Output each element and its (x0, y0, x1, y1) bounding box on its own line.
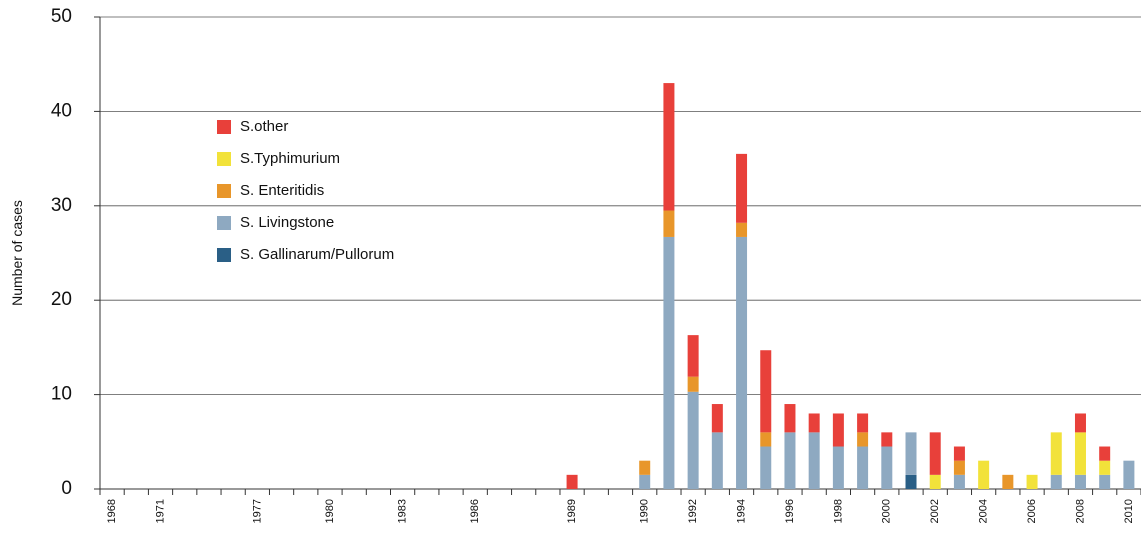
bar-segment (736, 236, 748, 489)
bar-segment (857, 413, 869, 433)
legend-label: S. Gallinarum/Pullorum (240, 246, 394, 263)
x-tick-label: 1992 (687, 499, 699, 523)
bar-segment (808, 432, 820, 489)
y-tick-label: 40 (51, 100, 72, 121)
y-tick-label: 30 (51, 195, 72, 216)
x-tick-label: 2002 (929, 499, 941, 523)
x-tick-label: 1994 (735, 499, 747, 523)
bar-segment (978, 460, 990, 489)
legend-label: S. Enteritidis (240, 182, 324, 199)
bar-segment (663, 236, 675, 489)
bar-segment (711, 432, 723, 489)
bar-segment (832, 446, 844, 489)
bar-segment (760, 446, 772, 489)
legend-swatch (217, 248, 231, 262)
bar-segment (784, 404, 796, 433)
legend-label: S.Typhimurium (240, 150, 340, 167)
x-tick-label: 1983 (397, 499, 409, 523)
y-axis-label: Number of cases (9, 200, 25, 306)
bar-segment (881, 432, 893, 447)
x-tick-label: 2000 (881, 499, 893, 523)
bar-segment (1074, 474, 1086, 489)
legend-swatch (217, 152, 231, 166)
x-tick-label: 2006 (1026, 499, 1038, 523)
bar-segment (1099, 446, 1111, 461)
y-tick-label: 0 (61, 478, 72, 499)
bar-segment (639, 474, 651, 489)
bar-segment (1074, 413, 1086, 433)
bar-segment (663, 210, 675, 237)
bar-segment (663, 83, 675, 211)
bar-segment (566, 474, 578, 489)
y-tick-label: 10 (51, 384, 72, 405)
legend-swatch (217, 184, 231, 198)
bar-segment (1099, 474, 1111, 489)
y-tick-label: 50 (51, 6, 72, 27)
bar-segment (639, 460, 651, 475)
bar-segment (905, 474, 917, 489)
y-tick-label: 20 (51, 289, 72, 310)
bar-segment (736, 222, 748, 237)
bar-segment (1074, 432, 1086, 475)
bar-segment (1050, 432, 1062, 475)
legend-label: S. Livingstone (240, 214, 334, 231)
bar-segment (905, 432, 917, 475)
x-tick-label: 1998 (832, 499, 844, 523)
x-tick-label: 1968 (106, 499, 118, 523)
x-tick-label: 1996 (784, 499, 796, 523)
bar-segment (736, 153, 748, 223)
x-tick-label: 1990 (639, 499, 651, 523)
x-tick-label: 1989 (566, 499, 578, 523)
bar-segment (711, 404, 723, 433)
bar-segment (929, 474, 941, 489)
legend-label: S.other (240, 118, 288, 135)
bar-segment (953, 474, 965, 489)
bar-segment (784, 432, 796, 489)
bar-segment (881, 446, 893, 489)
legend-swatch (217, 120, 231, 134)
bar-segment (760, 432, 772, 447)
bar-segment (760, 350, 772, 433)
bar-segment (687, 335, 699, 377)
bar-segment (832, 413, 844, 447)
bar-segment (857, 432, 869, 447)
x-tick-label: 1986 (469, 499, 481, 523)
x-tick-label: 2008 (1074, 499, 1086, 523)
x-tick-label: 2010 (1123, 499, 1135, 523)
bar-segment (953, 460, 965, 475)
bar-segment (1099, 460, 1111, 475)
bar-segment (687, 391, 699, 489)
bar-segment (857, 446, 869, 489)
bar-segment (1123, 460, 1135, 489)
bar-segment (1002, 474, 1014, 489)
legend-swatch (217, 216, 231, 230)
bar-segment (687, 376, 699, 392)
bar-segment (808, 413, 820, 433)
x-tick-label: 1971 (154, 499, 166, 523)
bar-segment (1050, 474, 1062, 489)
x-tick-label: 1977 (251, 499, 263, 523)
bar-segment (1026, 474, 1038, 489)
bar-segment (953, 446, 965, 461)
x-tick-label: 2004 (978, 499, 990, 523)
bar-segment (929, 432, 941, 475)
x-tick-label: 1980 (324, 499, 336, 523)
